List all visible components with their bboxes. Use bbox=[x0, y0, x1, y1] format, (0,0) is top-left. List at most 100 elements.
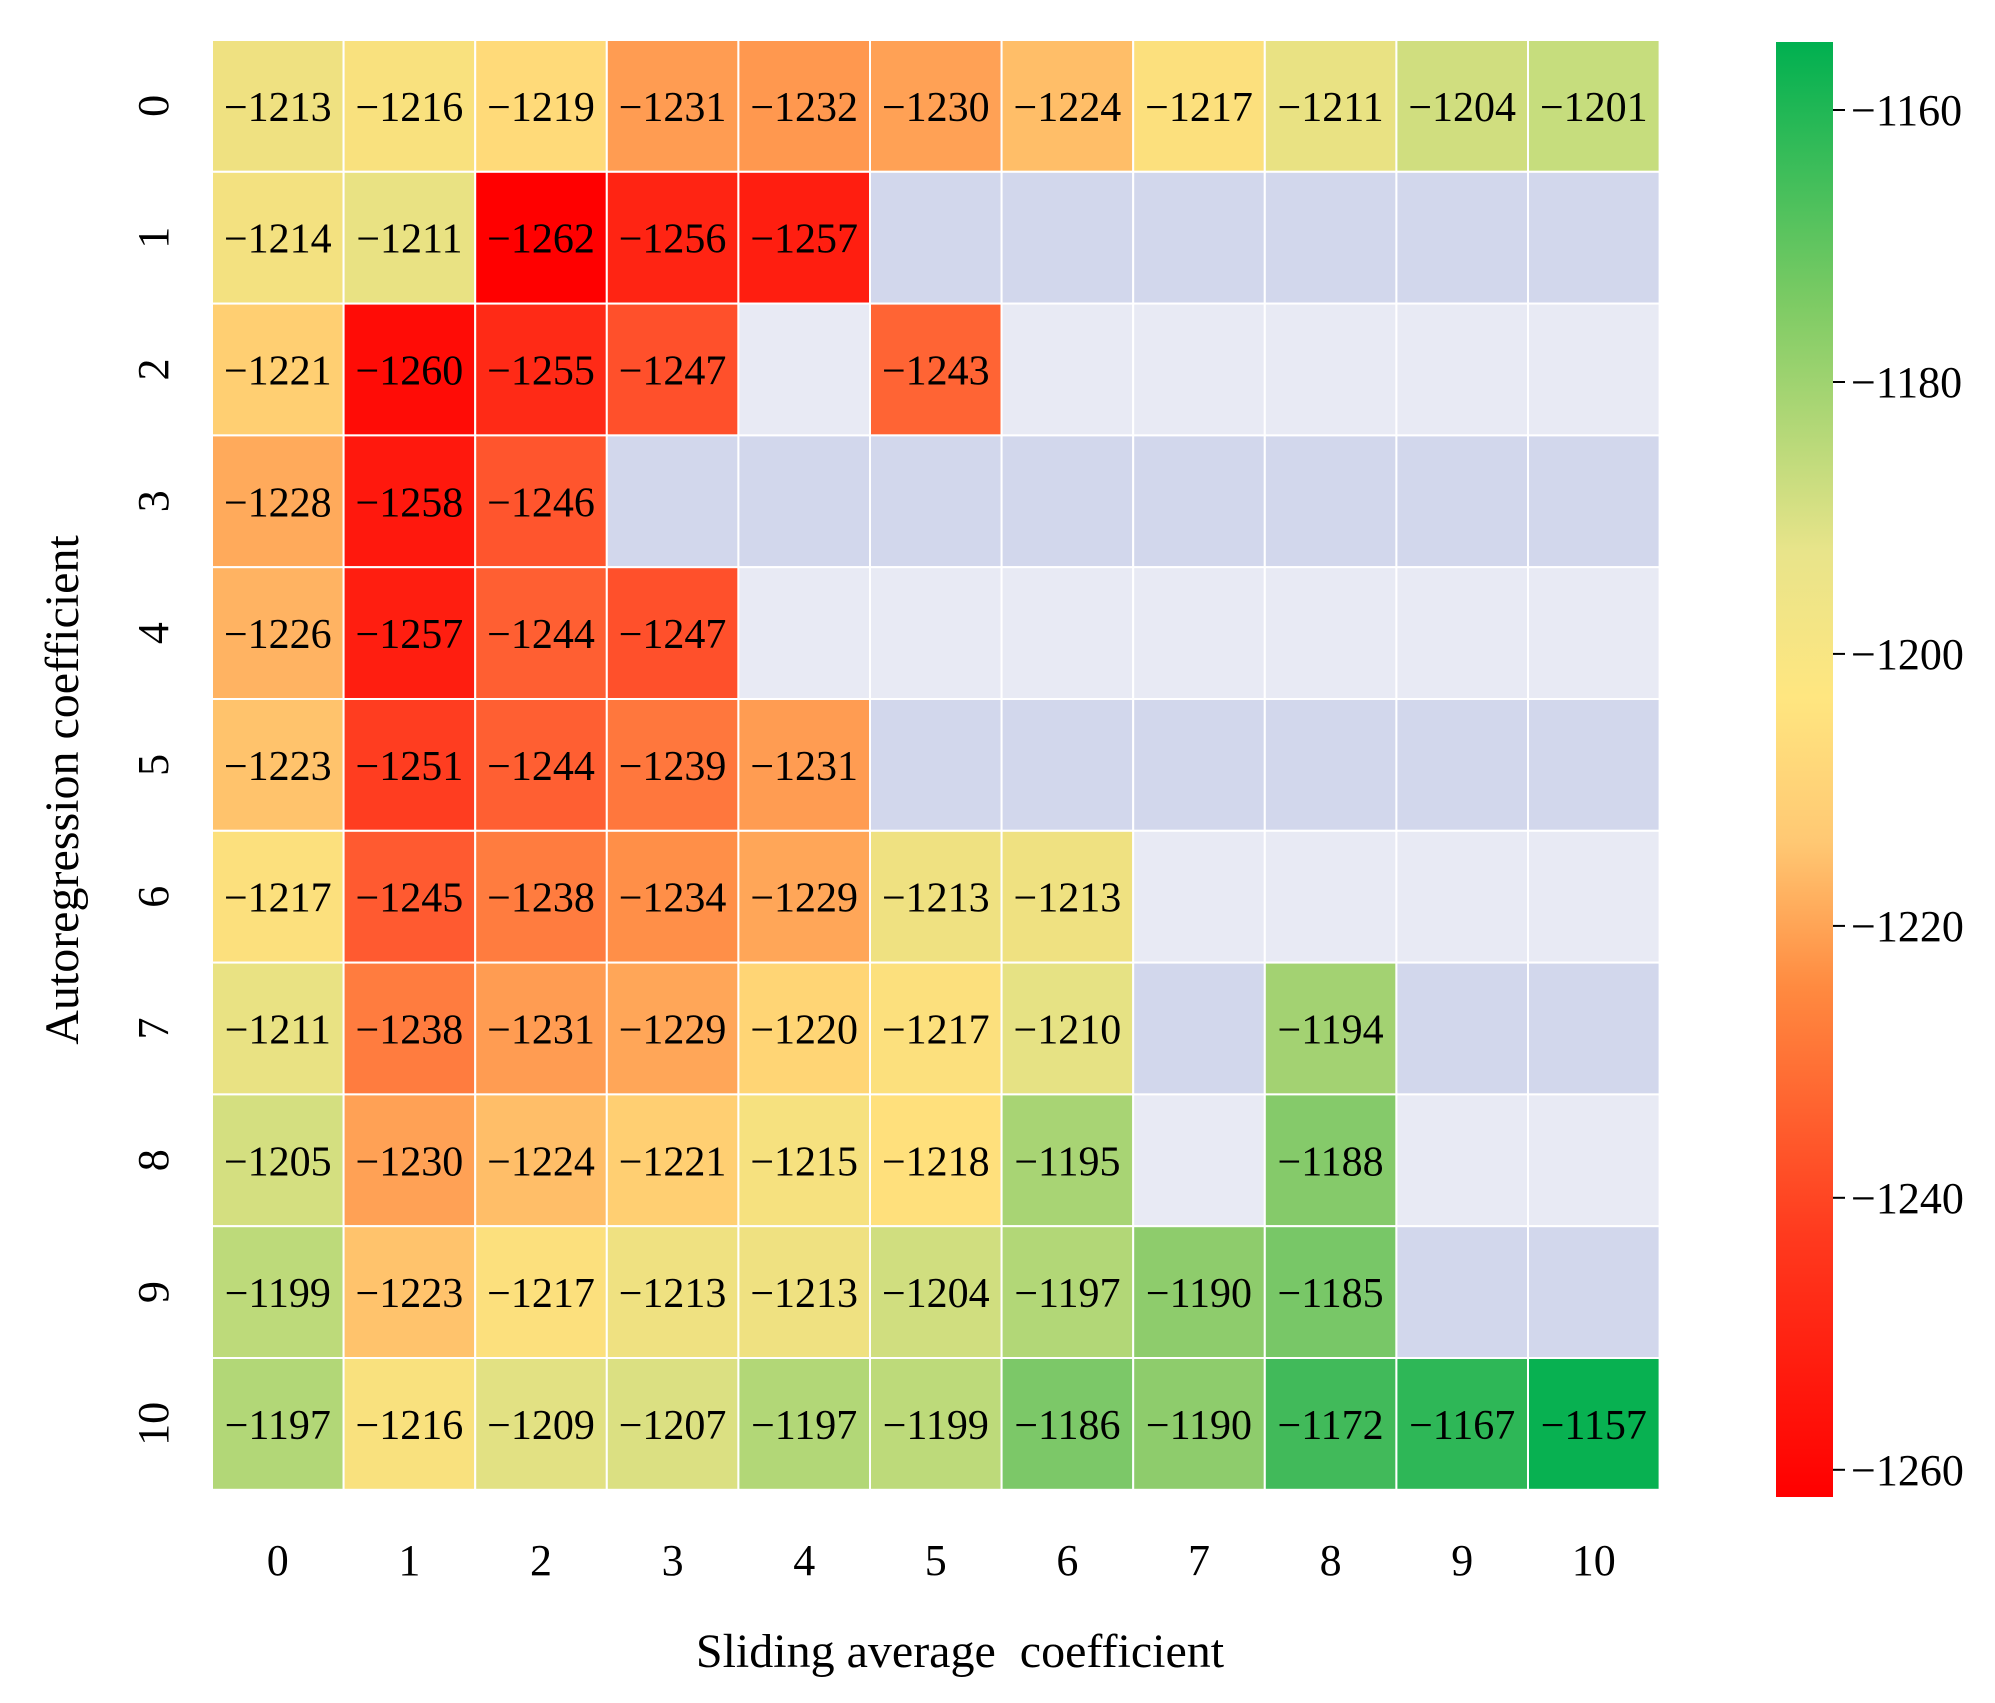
heatmap-cell bbox=[1263, 829, 1398, 964]
cell-value-label: −1211 bbox=[356, 217, 462, 263]
cell-value-label: −1204 bbox=[882, 1271, 990, 1317]
cell-value-label: −1217 bbox=[487, 1271, 595, 1317]
cell-value-label: −1190 bbox=[1146, 1271, 1252, 1317]
heatmap-cell bbox=[211, 170, 345, 305]
heatmap-cell bbox=[1000, 566, 1135, 701]
heatmap-cell bbox=[605, 39, 740, 173]
cell-value-label: −1188 bbox=[1278, 1139, 1384, 1185]
cell-value-label: −1197 bbox=[225, 1403, 331, 1449]
heatmap-cell bbox=[1395, 170, 1530, 305]
cell-value-label: −1157 bbox=[1541, 1403, 1647, 1449]
cell-value-label: −1205 bbox=[224, 1139, 332, 1185]
y-tick-label: 6 bbox=[129, 886, 178, 908]
heatmap-cell bbox=[342, 1093, 477, 1228]
heatmap-cell bbox=[869, 39, 1003, 173]
heatmap-cell bbox=[1263, 1093, 1398, 1228]
x-tick-label: 2 bbox=[530, 1536, 552, 1585]
heatmap-cell bbox=[1395, 434, 1530, 569]
x-tick-label: 8 bbox=[1320, 1536, 1342, 1585]
heatmap-cell bbox=[1263, 698, 1398, 832]
cell-value-label: −1238 bbox=[487, 876, 595, 922]
y-tick-label: 0 bbox=[129, 95, 178, 117]
heatmap-cell bbox=[1000, 698, 1135, 832]
heatmap-cell bbox=[1132, 961, 1266, 1096]
heatmap-cell bbox=[1395, 566, 1530, 701]
heatmap-cell bbox=[474, 1225, 608, 1359]
heatmap-cell bbox=[605, 302, 740, 437]
cell-value-label: −1219 bbox=[487, 85, 595, 131]
x-tick-label: 6 bbox=[1056, 1536, 1078, 1585]
heatmap-cell bbox=[1000, 434, 1135, 569]
heatmap-cell bbox=[1527, 961, 1661, 1096]
heatmap-cell bbox=[1395, 1357, 1530, 1491]
cell-value-label: −1262 bbox=[487, 217, 595, 263]
cell-value-label: −1214 bbox=[224, 217, 332, 263]
cell-value-label: −1190 bbox=[1146, 1403, 1252, 1449]
heatmap-cell bbox=[1527, 170, 1661, 305]
heatmap-cell bbox=[737, 566, 872, 701]
heatmap-cell bbox=[605, 829, 740, 964]
cell-value-label: −1185 bbox=[1278, 1271, 1384, 1317]
heatmap-cell bbox=[737, 1093, 872, 1228]
heatmap-cell bbox=[1395, 1093, 1530, 1228]
colorbar-tick-label: −1240 bbox=[1851, 1174, 1964, 1223]
heatmap-cell bbox=[211, 39, 345, 173]
y-tick-label: 7 bbox=[129, 1018, 178, 1040]
cell-value-label: −1213 bbox=[1014, 876, 1122, 922]
heatmap-cell bbox=[1132, 434, 1266, 569]
y-tick-label: 4 bbox=[129, 622, 178, 644]
heatmap-cell bbox=[1132, 1225, 1266, 1359]
heatmap-cell bbox=[1000, 170, 1135, 305]
heatmap-cell bbox=[342, 39, 477, 173]
heatmap-cell bbox=[1395, 39, 1530, 173]
x-axis-ticks: 0 1 2 3 4 5 6 7 8 9 10 bbox=[267, 1536, 1616, 1585]
cell-value-label: −1217 bbox=[1145, 85, 1253, 131]
x-tick-label: 4 bbox=[793, 1536, 815, 1585]
heatmap-cell bbox=[1395, 829, 1530, 964]
colorbar-gradient bbox=[1776, 42, 1833, 1497]
heatmap-cell bbox=[474, 1357, 608, 1491]
cell-value-label: −1228 bbox=[224, 480, 332, 526]
cell-value-label: −1215 bbox=[750, 1139, 858, 1185]
y-tick-label: 8 bbox=[129, 1149, 178, 1171]
heatmap-cell bbox=[211, 566, 345, 701]
heatmap-cell bbox=[737, 434, 872, 569]
cell-value-label: −1257 bbox=[750, 217, 858, 263]
cell-value-label: −1211 bbox=[1278, 85, 1384, 131]
heatmap-cell bbox=[869, 302, 1003, 437]
cell-value-label: −1216 bbox=[356, 1403, 464, 1449]
heatmap-cell bbox=[1263, 566, 1398, 701]
heatmap-cell bbox=[474, 302, 608, 437]
cell-value-label: −1257 bbox=[356, 612, 464, 658]
heatmap-cell bbox=[1395, 1225, 1530, 1359]
cell-value-label: −1230 bbox=[356, 1139, 464, 1185]
cell-value-label: −1218 bbox=[882, 1139, 990, 1185]
heatmap-cell bbox=[211, 1357, 345, 1491]
cell-value-label: −1210 bbox=[1014, 1008, 1122, 1054]
heatmap-cell bbox=[869, 566, 1003, 701]
cell-value-label: −1195 bbox=[1014, 1139, 1120, 1185]
cell-value-label: −1234 bbox=[619, 876, 727, 922]
cell-value-label: −1224 bbox=[487, 1139, 595, 1185]
colorbar-tick-label: −1180 bbox=[1851, 358, 1962, 407]
heatmap-cell bbox=[1132, 170, 1266, 305]
heatmap-cell bbox=[1000, 829, 1135, 964]
heatmap-cell bbox=[1132, 698, 1266, 832]
heatmap-cell bbox=[474, 961, 608, 1096]
cell-value-label: −1217 bbox=[224, 876, 332, 922]
cell-value-label: −1223 bbox=[224, 744, 332, 790]
heatmap-cell bbox=[1527, 302, 1661, 437]
cell-value-label: −1213 bbox=[882, 876, 990, 922]
heatmap-cell bbox=[1132, 1357, 1266, 1491]
x-tick-label: 10 bbox=[1572, 1536, 1616, 1585]
cell-value-label: −1232 bbox=[750, 85, 858, 131]
cell-value-label: −1238 bbox=[356, 1008, 464, 1054]
y-tick-label: 5 bbox=[129, 754, 178, 776]
heatmap-cell bbox=[474, 39, 608, 173]
heatmap-cell bbox=[1527, 1093, 1661, 1228]
heatmap-cell bbox=[737, 1225, 872, 1359]
cell-value-label: −1256 bbox=[619, 217, 727, 263]
colorbar-ticks: −1160 −1180 −1200 −1220 −1240 −1260 bbox=[1833, 86, 1964, 1495]
y-tick-label: 3 bbox=[129, 490, 178, 512]
heatmap-cell bbox=[474, 170, 608, 305]
